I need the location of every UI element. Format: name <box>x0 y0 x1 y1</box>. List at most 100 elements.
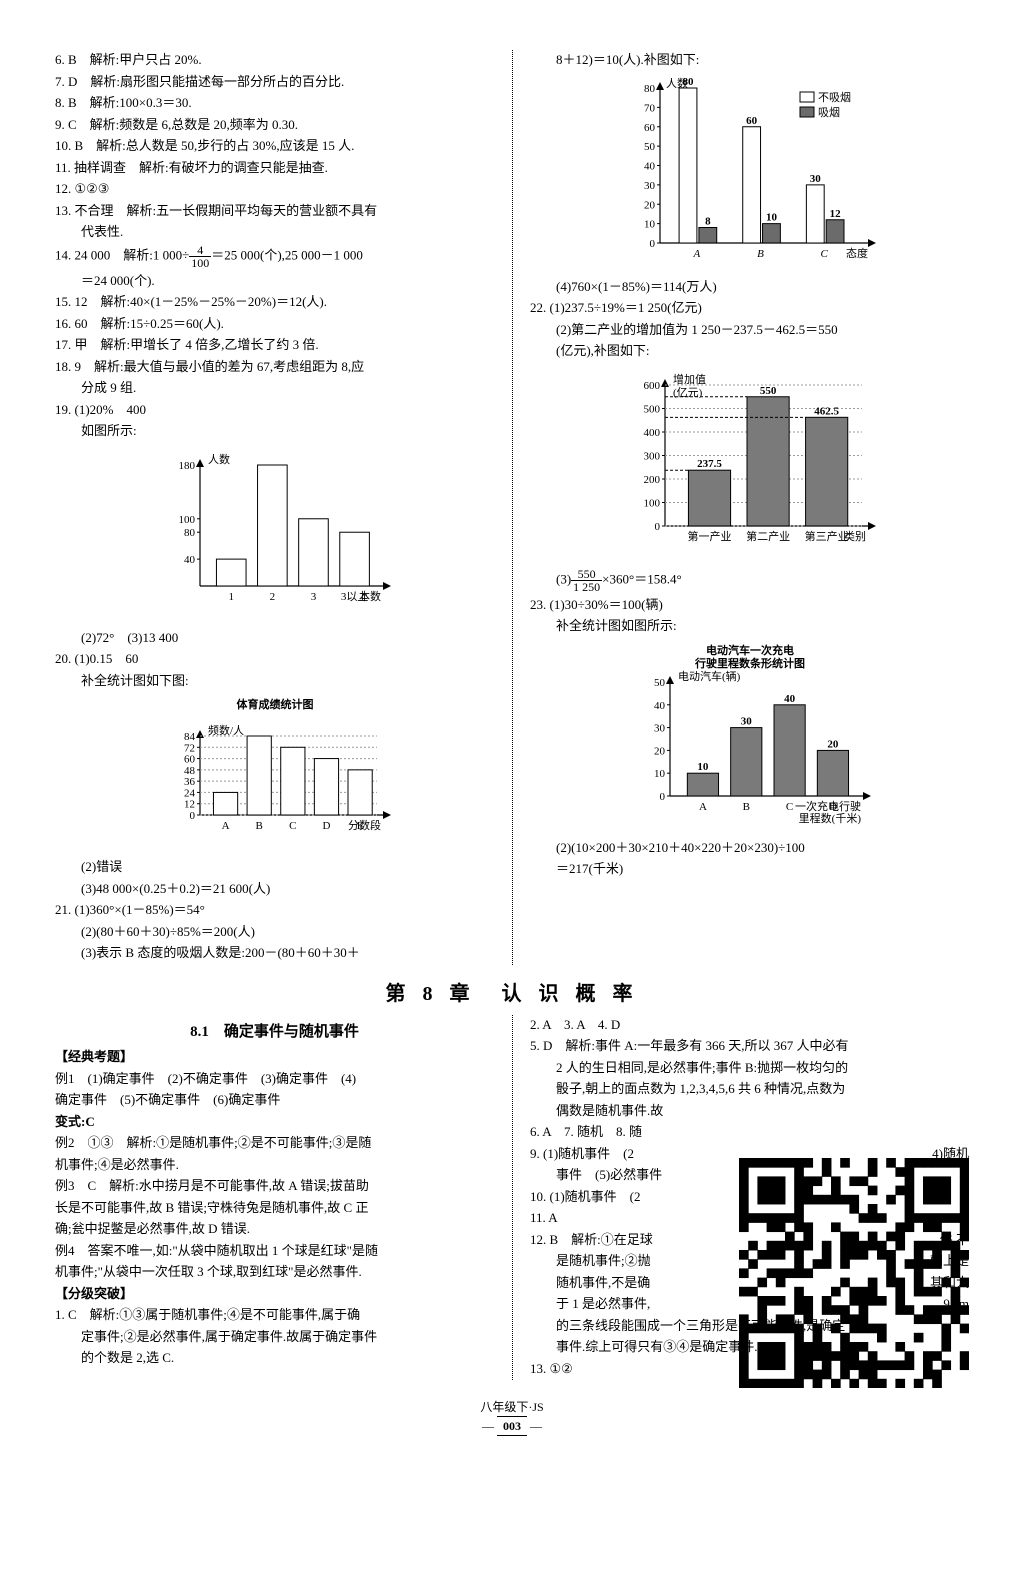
answer-19a: 19. (1)20% 400 <box>55 400 494 420</box>
answer-21b: (2)(80＋60＋30)÷85%＝200(人) <box>55 922 494 942</box>
frac-n: 4 <box>189 244 211 257</box>
svg-text:237.5: 237.5 <box>697 458 722 470</box>
svg-text:(亿元): (亿元) <box>673 386 703 399</box>
answer-14a: 14. 24 000 解析:1 000÷ <box>55 247 189 262</box>
svg-text:60: 60 <box>184 754 196 766</box>
prob-1a: 1. C 解析:①③属于随机事件;④是不可能事件,属于确 <box>55 1305 494 1325</box>
prob-2-4: 2. A 3. A 4. D <box>530 1015 969 1035</box>
svg-text:550: 550 <box>759 384 776 396</box>
example-2a: 例2 ①③ 解析:①是随机事件;②是不可能事件;③是随 <box>55 1133 494 1153</box>
answer-18a: 18. 9 解析:最大值与最小值的差为 67,考虑组距为 8,应 <box>55 357 494 377</box>
svg-text:80: 80 <box>644 83 656 95</box>
svg-text:A: A <box>698 801 706 813</box>
svg-text:180: 180 <box>178 460 195 472</box>
column-divider <box>512 50 513 965</box>
svg-text:60: 60 <box>746 114 758 126</box>
answer-8: 8. B 解析:100×0.3＝30. <box>55 93 494 113</box>
svg-text:C: C <box>785 801 792 813</box>
svg-text:12: 12 <box>829 207 841 219</box>
svg-text:60: 60 <box>644 121 656 133</box>
svg-text:30: 30 <box>740 715 752 727</box>
answer-19b: 如图所示: <box>55 421 494 441</box>
svg-text:40: 40 <box>184 554 196 566</box>
answer-12: 12. ①②③ <box>55 179 494 199</box>
svg-text:频数/人: 频数/人 <box>208 723 244 737</box>
answer-22d-a: (3) <box>556 571 571 586</box>
example-4a: 例4 答案不唯一,如:"从袋中随机取出 1 个球是红球"是随 <box>55 1241 494 1261</box>
answer-17: 17. 甲 解析:甲增长了 4 倍多,乙增长了约 3 倍. <box>55 335 494 355</box>
svg-text:B: B <box>757 248 764 260</box>
svg-text:70: 70 <box>644 102 656 114</box>
svg-text:100: 100 <box>178 513 195 525</box>
svg-text:人数: 人数 <box>666 77 688 90</box>
prob-9a-left: 9. (1)随机事件 (2 <box>530 1146 634 1161</box>
example-2b: 机事件;④是必然事件. <box>55 1155 494 1175</box>
svg-text:B: B <box>742 801 749 813</box>
svg-text:分数段: 分数段 <box>348 818 381 832</box>
svg-text:0: 0 <box>654 521 660 533</box>
answer-22a: 22. (1)237.5÷19%＝1 250(亿元) <box>530 298 969 318</box>
example-1b: 确定事件 (5)不确定事件 (6)确定事件 <box>55 1090 494 1110</box>
svg-text:一次充电行驶: 一次充电行驶 <box>795 799 861 813</box>
answer-14c: ＝24 000(个). <box>55 271 494 291</box>
prob-12d-l: 于 1 是必然事件, <box>556 1296 650 1311</box>
prob-1c: 的个数是 2,选 C. <box>55 1348 494 1368</box>
answer-20d: (3)48 000×(0.25＋0.2)＝21 600(人) <box>55 879 494 899</box>
svg-text:40: 40 <box>784 692 796 704</box>
lower-columns: 8.1 确定事件与随机事件 【经典考题】 例1 (1)确定事件 (2)不确定事件… <box>45 1015 979 1381</box>
answer-7: 7. D 解析:扇形图只能描述每一部分所占的百分比. <box>55 72 494 92</box>
answer-21d: 8＋12)＝10(人).补图如下: <box>530 50 969 70</box>
svg-text:3: 3 <box>310 591 316 603</box>
svg-text:40: 40 <box>644 160 656 172</box>
svg-text:20: 20 <box>654 745 666 757</box>
footer-dash-r: — <box>527 1419 542 1433</box>
svg-text:300: 300 <box>643 450 660 462</box>
svg-text:10: 10 <box>644 218 656 230</box>
chart-21: 01020304050607080808A6010B3012C不吸烟吸烟人数态度 <box>620 76 880 271</box>
svg-text:C: C <box>289 820 296 832</box>
svg-text:500: 500 <box>643 403 660 415</box>
frac-d: 100 <box>189 257 211 269</box>
svg-text:48: 48 <box>184 765 196 777</box>
answer-15: 15. 12 解析:40×(1－25%－25%－20%)＝12(人). <box>55 292 494 312</box>
svg-text:10: 10 <box>765 211 777 223</box>
svg-text:50: 50 <box>644 141 656 153</box>
answer-16: 16. 60 解析:15÷0.25＝60(人). <box>55 314 494 334</box>
answer-10: 10. B 解析:总人数是 50,步行的占 30%,应该是 15 人. <box>55 136 494 156</box>
svg-text:0: 0 <box>659 791 665 803</box>
svg-text:20: 20 <box>827 738 839 750</box>
prob-12b-l: 是随机事件;②抛 <box>556 1253 651 1268</box>
frac-n-22: 550 <box>571 568 602 581</box>
chart-23: 电动汽车一次充电行驶里程数条形统计图0102030405010A30B40C20… <box>625 642 875 832</box>
prob-6-8: 6. A 7. 随机 8. 随 <box>530 1122 969 1142</box>
svg-text:84: 84 <box>184 731 196 743</box>
prob-5a: 5. D 解析:事件 A:一年最多有 366 天,所以 367 人中必有 <box>530 1036 969 1056</box>
prob-12a-l: 12. B 解析:①在足球 <box>530 1232 653 1247</box>
heading-level: 【分级突破】 <box>55 1284 494 1304</box>
svg-text:400: 400 <box>643 427 660 439</box>
svg-text:A: A <box>221 820 229 832</box>
bianshi: 变式:C <box>55 1112 494 1132</box>
prob-12c-l: 随机事件,不是确 <box>556 1275 650 1290</box>
right-column: 8＋12)＝10(人).补图如下: 01020304050607080808A6… <box>512 50 979 965</box>
svg-text:本数: 本数 <box>359 589 381 603</box>
chapter-title: 第 8 章 认 识 概 率 <box>45 979 979 1009</box>
svg-text:电动汽车(辆): 电动汽车(辆) <box>678 669 741 683</box>
svg-text:462.5: 462.5 <box>814 405 839 417</box>
answer-13b: 代表性. <box>55 222 494 242</box>
answer-21c: (3)表示 B 态度的吸烟人数是:200－(80＋60＋30＋ <box>55 943 494 963</box>
right-column-2: 2. A 3. A 4. D 5. D 解析:事件 A:一年最多有 366 天,… <box>512 1015 979 1381</box>
svg-text:0: 0 <box>189 810 195 822</box>
answer-23c: (2)(10×200＋30×210＋40×220＋20×230)÷100 <box>530 838 969 858</box>
svg-text:30: 30 <box>809 172 821 184</box>
svg-text:8: 8 <box>705 215 711 227</box>
svg-text:里程数(千米): 里程数(千米) <box>798 812 861 825</box>
example-3a: 例3 C 解析:水中捞月是不可能事件,故 A 错误;拔苗助 <box>55 1176 494 1196</box>
svg-text:吸烟: 吸烟 <box>818 105 840 119</box>
left-column: 6. B 解析:甲户只占 20%. 7. D 解析:扇形图只能描述每一部分所占的… <box>45 50 512 965</box>
svg-text:24: 24 <box>184 787 196 799</box>
answer-23a: 23. (1)30÷30%＝100(辆) <box>530 595 969 615</box>
answer-20b: 补全统计图如下图: <box>55 671 494 691</box>
svg-text:A: A <box>692 248 700 260</box>
footer: 八年级下·JS — 003 — <box>45 1398 979 1436</box>
